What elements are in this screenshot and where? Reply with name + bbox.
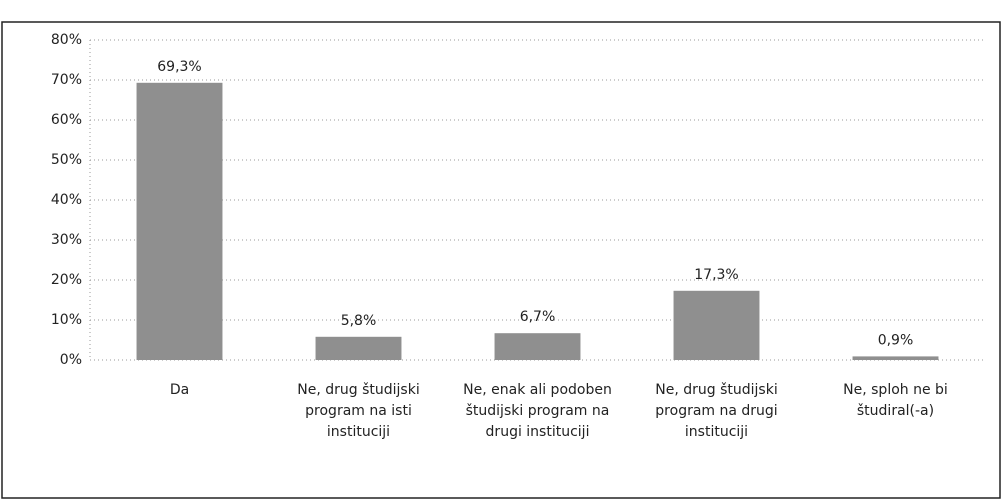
bar	[852, 356, 939, 360]
bar	[136, 82, 223, 361]
y-tick-label: 30%	[51, 232, 82, 248]
y-tick-label: 80%	[51, 32, 82, 48]
value-label: 17,3%	[694, 267, 738, 283]
y-tick-label: 20%	[51, 272, 82, 288]
chart-frame	[1, 21, 1001, 499]
bar	[315, 336, 402, 360]
value-label: 5,8%	[341, 313, 377, 329]
x-tick-label: Ne, sploh ne bi študiral(-a)	[843, 382, 948, 419]
y-tick-label: 0%	[60, 352, 82, 368]
y-tick-label: 70%	[51, 72, 82, 88]
bar	[673, 290, 760, 360]
y-tick-label: 40%	[51, 192, 82, 208]
x-tick-label: Ne, enak ali podoben študijski program n…	[463, 382, 612, 440]
value-label: 69,3%	[157, 59, 201, 75]
x-tick-label: Ne, drug študijski program na isti insti…	[297, 382, 420, 440]
x-tick-label: Da	[169, 382, 190, 398]
y-tick-label: 50%	[51, 152, 82, 168]
y-tick-label: 10%	[51, 312, 82, 328]
y-tick-label: 60%	[51, 112, 82, 128]
x-tick-label: Ne, drug študijski program na drugi inst…	[655, 382, 778, 440]
bar	[494, 333, 581, 360]
value-label: 6,7%	[520, 309, 556, 325]
value-label: 0,9%	[878, 332, 914, 348]
